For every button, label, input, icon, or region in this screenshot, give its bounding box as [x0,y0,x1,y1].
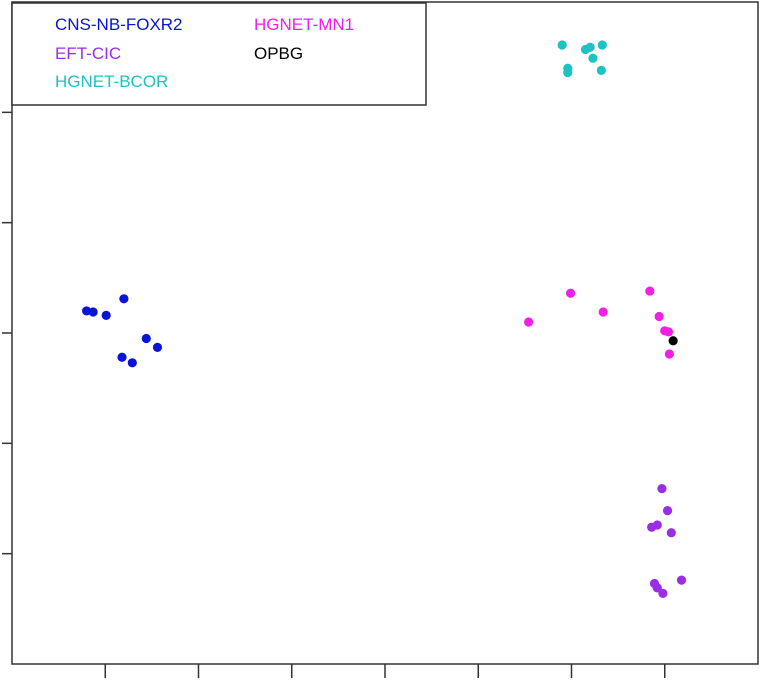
point-0-1 [88,307,98,317]
point-0-2 [101,310,111,320]
point-0-4 [141,333,151,344]
point-3-2 [598,307,608,317]
point-2-3 [597,40,607,50]
point-3-0 [524,317,534,327]
point-1-4 [666,528,676,538]
legend-entry-3: HGNET-MN1 [254,15,354,34]
point-4-0 [668,336,678,346]
point-0-5 [152,342,163,352]
point-2-7 [596,65,606,76]
x-axis-ticks [104,664,666,678]
point-3-4 [654,311,664,322]
y-axis-ticks [2,111,12,555]
point-3-3 [645,286,655,296]
point-1-1 [662,506,673,516]
legend-entry-4: OPBG [254,44,303,63]
legend-entry-2: HGNET-BCOR [55,72,168,91]
point-3-7 [664,349,675,359]
point-0-3 [119,294,129,304]
point-2-6 [563,68,573,78]
data-points [82,40,687,598]
legend-entry-0: CNS-NB-FOXR2 [55,15,183,34]
point-1-0 [657,483,667,494]
point-2-4 [588,53,598,63]
point-2-2 [585,42,595,52]
point-0-6 [117,352,127,362]
point-1-7 [652,583,662,593]
point-3-6 [663,327,674,337]
point-0-7 [127,358,137,368]
point-1-8 [658,588,668,598]
legend-box [11,2,427,106]
point-1-3 [647,522,657,532]
legend-entry-1: EFT-CIC [55,44,121,63]
point-1-5 [676,575,687,585]
point-2-0 [557,40,567,50]
legend: CNS-NB-FOXR2 EFT-CIC HGNET-BCOR HGNET-MN1 OP… [11,2,427,106]
point-3-1 [565,288,576,298]
